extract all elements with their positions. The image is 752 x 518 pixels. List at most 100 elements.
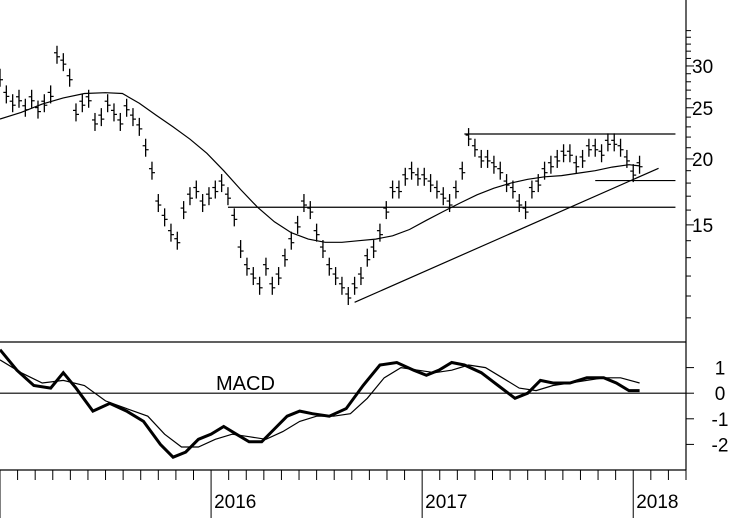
- price-bar: [15, 89, 22, 108]
- macd-signal-line: [0, 359, 640, 448]
- macd-y-tick-label: 0: [715, 384, 726, 405]
- price-bar: [357, 267, 364, 286]
- price-bar: [224, 187, 231, 206]
- price-bar: [47, 85, 54, 104]
- macd-line: [0, 348, 640, 459]
- price-bar: [275, 267, 282, 286]
- price-bar: [364, 248, 371, 267]
- x-tick-label: 2017: [425, 492, 467, 513]
- macd-panel: MACD: [0, 348, 686, 459]
- price-bar: [123, 98, 130, 117]
- x-tick-label: 2018: [636, 492, 678, 513]
- price-bar: [414, 167, 421, 186]
- price-bar: [281, 248, 288, 267]
- price-bar: [592, 138, 599, 157]
- price-bar: [91, 112, 98, 131]
- price-bar: [186, 187, 193, 206]
- price-bar: [490, 155, 497, 174]
- price-bar: [28, 89, 35, 108]
- price-bar: [129, 108, 136, 127]
- price-bar: [98, 108, 105, 127]
- price-bar: [471, 138, 478, 157]
- y-tick-label: 25: [692, 99, 713, 120]
- y-tick-label: 15: [692, 216, 713, 237]
- price-bar: [72, 103, 79, 122]
- price-bar: [345, 286, 352, 305]
- y-tick-label: 20: [692, 150, 713, 171]
- price-bar: [446, 194, 453, 213]
- price-bar: [332, 267, 339, 286]
- price-bar: [573, 155, 580, 174]
- price-bar: [34, 100, 41, 119]
- price-bar: [300, 194, 307, 213]
- price-bar: [174, 231, 181, 250]
- macd-label: MACD: [216, 373, 275, 395]
- moving-average-line: [0, 92, 640, 243]
- price-bar: [66, 68, 73, 87]
- price-bar: [53, 45, 60, 64]
- price-bar: [459, 161, 466, 180]
- price-bar: [522, 201, 529, 220]
- price-bar: [9, 94, 16, 113]
- price-bar: [566, 144, 573, 163]
- price-bar: [218, 174, 225, 193]
- price-bar: [319, 240, 326, 259]
- price-bar: [617, 138, 624, 157]
- price-bar: [237, 240, 244, 259]
- price-bar: [288, 231, 295, 250]
- price-bar: [585, 138, 592, 157]
- macd-y-tick-label: -2: [712, 435, 729, 456]
- price-bar: [262, 257, 269, 276]
- price-bar: [535, 174, 542, 193]
- axes: 15 20 25 30 -2 -1 0 1 2016 2017 2018: [0, 0, 728, 518]
- price-bar: [250, 267, 257, 286]
- price-bar: [205, 187, 212, 206]
- price-bar: [611, 133, 618, 152]
- price-bar: [547, 155, 554, 174]
- x-tick-label: 2016: [214, 492, 256, 513]
- price-bar: [598, 144, 605, 163]
- price-bar: [231, 208, 238, 227]
- price-bar: [465, 128, 472, 147]
- price-bar: [269, 276, 276, 295]
- price-bar: [383, 201, 390, 220]
- price-bar: [136, 117, 143, 136]
- price-bar: [142, 138, 149, 157]
- price-bar: [484, 149, 491, 168]
- price-bar: [161, 208, 168, 227]
- macd-y-tick-label: -1: [712, 410, 729, 431]
- price-bar: [389, 180, 396, 199]
- price-bar: [452, 180, 459, 199]
- price-bar: [560, 144, 567, 163]
- price-bar: [326, 257, 333, 276]
- price-bar: [110, 103, 117, 122]
- price-bar: [148, 161, 155, 180]
- price-bar: [180, 201, 187, 220]
- price-bar: [433, 180, 440, 199]
- price-bar: [294, 215, 301, 234]
- price-bar: [402, 167, 409, 186]
- price-bar: [395, 180, 402, 199]
- price-bar: [351, 276, 358, 295]
- trendline-uptrend: [354, 167, 659, 303]
- price-bar: [167, 223, 174, 242]
- price-bar: [307, 201, 314, 220]
- price-bar: [60, 53, 67, 72]
- price-bar: [313, 223, 320, 242]
- price-bar: [528, 180, 535, 199]
- price-bar: [421, 167, 428, 186]
- price-bar: [516, 194, 523, 213]
- price-bar: [338, 276, 345, 295]
- price-bar: [636, 155, 643, 174]
- price-bar: [427, 174, 434, 193]
- price-bar: [212, 180, 219, 199]
- price-bar: [79, 94, 86, 113]
- price-bar: [3, 85, 10, 104]
- price-bar: [243, 257, 250, 276]
- price-bar: [256, 276, 263, 295]
- price-bar: [478, 149, 485, 168]
- price-bar: [370, 240, 377, 259]
- macd-y-tick-label: 1: [715, 359, 726, 380]
- price-bar: [440, 187, 447, 206]
